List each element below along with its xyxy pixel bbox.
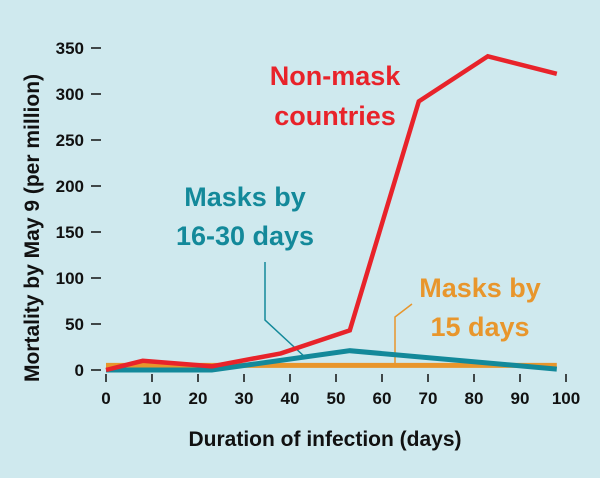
x-tick-label: 40 xyxy=(281,389,300,408)
x-tick-label: 70 xyxy=(419,389,438,408)
y-tick-label: 150 xyxy=(56,223,84,242)
x-tick-label: 20 xyxy=(189,389,208,408)
x-tick-label: 80 xyxy=(465,389,484,408)
series-annotation-2-line-2: 16-30 days xyxy=(176,221,314,251)
x-tick-label: 30 xyxy=(235,389,254,408)
x-axis-title: Duration of infection (days) xyxy=(189,428,462,451)
x-tick-label: 60 xyxy=(373,389,392,408)
series-annotations: Non-mask countries Masks by 16-30 days Masks… xyxy=(176,61,541,342)
x-tick-label: 100 xyxy=(552,389,580,408)
y-tick-label: 0 xyxy=(75,361,84,380)
y-tick-label: 350 xyxy=(56,39,84,58)
x-tick-label: 90 xyxy=(511,389,530,408)
teal-annotation-leader xyxy=(264,262,307,359)
series-annotation-3-line-2: 15 days xyxy=(430,312,529,342)
series-annotation-2-line-1: Masks by xyxy=(184,182,306,212)
y-axis: 0 50 100 150 200 250 300 350 xyxy=(56,39,101,380)
series-annotation-1-line-1: Non-mask xyxy=(270,61,402,91)
y-tick-label: 200 xyxy=(56,177,84,196)
series-line-2 xyxy=(106,348,558,373)
y-tick-label: 100 xyxy=(56,269,84,288)
series-annotation-3-line-1: Masks by xyxy=(419,273,541,303)
orange-annotation-leader xyxy=(394,303,413,364)
y-tick-label: 50 xyxy=(65,315,84,334)
x-axis: 0 10 20 30 40 50 60 70 80 90 100 xyxy=(101,374,580,408)
x-tick-label: 50 xyxy=(327,389,346,408)
annotation-leaders xyxy=(264,262,413,364)
y-axis-title: Mortality by May 9 (per million) xyxy=(21,74,44,382)
y-tick-label: 250 xyxy=(56,131,84,150)
series-line-1 xyxy=(105,53,558,373)
series-annotation-1-line-2: countries xyxy=(274,101,396,131)
y-tick-label: 300 xyxy=(56,85,84,104)
x-tick-label: 10 xyxy=(143,389,162,408)
x-tick-label: 0 xyxy=(101,389,110,408)
series-lines xyxy=(105,53,558,373)
